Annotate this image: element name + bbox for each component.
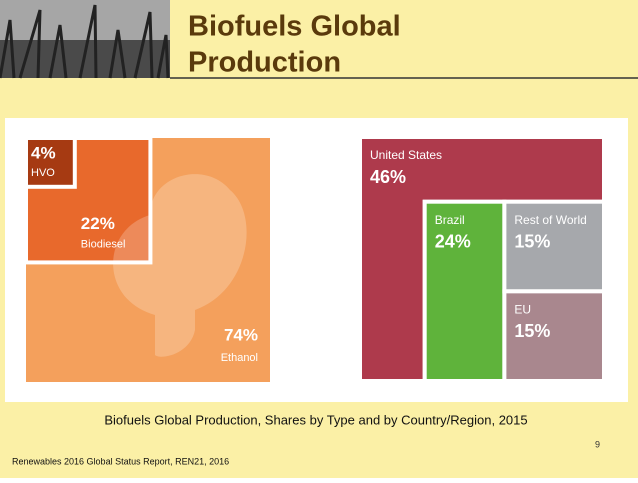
category-label: Brazil	[435, 213, 465, 227]
category-label: United States	[370, 148, 442, 162]
value-label: 22%	[81, 214, 115, 233]
value-label: 4%	[31, 143, 56, 162]
charts: 4% HVO 22% Biodiesel 74% Ethanol United States…	[24, 135, 606, 383]
treemap-cell	[422, 199, 507, 383]
treemap-cell	[502, 289, 606, 383]
leaf-icon	[113, 174, 247, 357]
value-label: 15%	[514, 231, 550, 251]
value-label: 46%	[370, 167, 406, 187]
source: Renewables 2016 Global Status Report, RE…	[12, 456, 229, 466]
value-label: 74%	[224, 325, 258, 344]
value-label: 24%	[435, 231, 471, 251]
header-image	[0, 0, 170, 79]
page-number: 9	[595, 439, 600, 449]
category-label: Rest of World	[514, 213, 586, 227]
title: Production	[188, 47, 341, 79]
category-label: Biodiesel	[81, 238, 126, 250]
category-label: Ethanol	[221, 352, 258, 364]
title: Biofuels Global	[188, 11, 401, 43]
category-label: EU	[514, 303, 531, 317]
value-label: 15%	[514, 321, 550, 341]
caption: Biofuels Global Production, Shares by Ty…	[104, 412, 527, 427]
square	[24, 136, 77, 189]
category-label: HVO	[31, 167, 55, 179]
